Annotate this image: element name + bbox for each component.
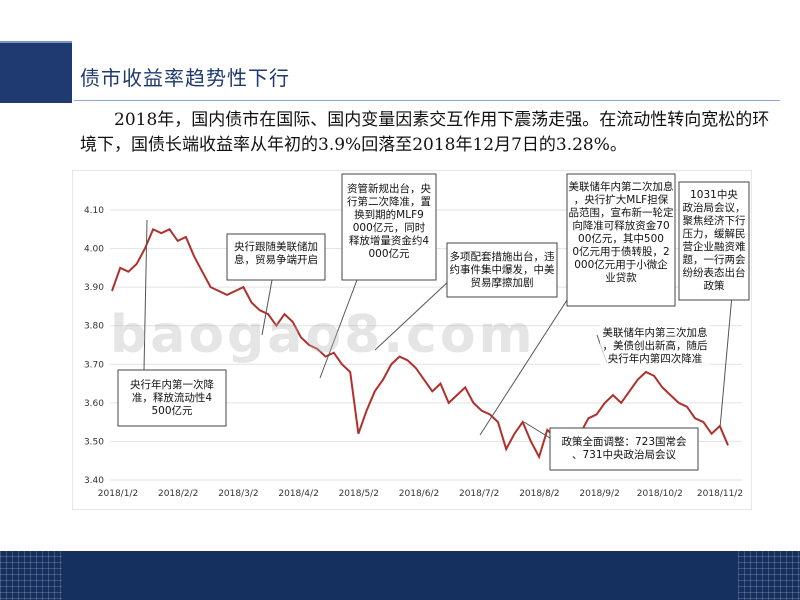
x-tick-label: 2018/11/2	[697, 489, 743, 499]
y-tick-label: 3.50	[84, 437, 104, 447]
y-tick-label: 3.80	[84, 322, 104, 332]
annotation-5: 美联储年内第二次加息，央行扩大MLF担保品范围，宣布新一轮定向降准可释放资金70…	[566, 173, 676, 307]
yield-line-chart: 4.10 4.00 3.90 3.80 3.70 3.60 3.50 3.40 2018/1/…	[72, 170, 752, 510]
annotation-8: 政策全面调整：723国常会、731中央政治局会议	[549, 427, 699, 471]
y-tick-label: 4.10	[84, 206, 104, 216]
svg-text:1031中央政治局会议，聚焦经济下行压力，缓解民营企业融资难: 1031中央政治局会议，聚焦经济下行压力，缓解民营企业融资难题，一行两会纷纷表态…	[683, 188, 746, 292]
x-tick-label: 2018/2/2	[158, 489, 198, 499]
x-tick-label: 2018/3/2	[218, 489, 258, 499]
y-tick-label: 3.90	[84, 283, 104, 293]
slide-description: 2018年，国内债市在国际、国内变量因素交互作用下震荡走强。在流动性转向宽松的环…	[80, 110, 770, 155]
annotation-leaders	[143, 219, 733, 439]
x-tick-label: 2018/6/2	[399, 489, 439, 499]
y-tick-label: 3.60	[84, 399, 104, 409]
annotation-6: 1031中央政治局会议，聚焦经济下行压力，缓解民营企业融资难题，一行两会纷纷表态…	[678, 181, 750, 301]
x-tick-label: 2018/1/2	[98, 489, 138, 499]
svg-text:美联储年内第二次加息，央行扩大MLF担保品范围，宣布新一轮定: 美联储年内第二次加息，央行扩大MLF担保品范围，宣布新一轮定向降准可释放资金70…	[569, 180, 674, 284]
annotation-2: 央行跟随美联储加息，贸易争端开启	[226, 233, 326, 281]
yield-series-line	[111, 227, 729, 460]
x-tick-label: 2018/5/2	[339, 489, 379, 499]
x-tick-label: 2018/8/2	[519, 489, 559, 499]
footer-pattern-right	[738, 551, 800, 600]
y-tick-label: 3.40	[84, 476, 104, 486]
header-accent-block	[0, 41, 72, 103]
y-tick-label: 4.00	[84, 245, 104, 255]
svg-text:央行跟随美联储加息，贸易争端开启: 央行跟随美联储加息，贸易争端开启	[234, 240, 318, 266]
title-divider	[74, 100, 780, 101]
annotation-3: 资管新规出台，央行第二次降准，置换到期的MLF9 000亿元，同时释放增量资金约4…	[341, 173, 437, 281]
svg-text:美联储年内第三次加息，美债创出新高，随后央行年内第四次降准: 美联储年内第三次加息，美债创出新高，随后央行年内第四次降准	[603, 326, 708, 365]
slide-title: 债市收益率趋势性下行	[80, 66, 290, 90]
footer-bar	[0, 551, 800, 600]
x-tick-label: 2018/4/2	[278, 489, 318, 499]
watermark-text: baogao8.com	[110, 305, 536, 365]
annotation-1: 央行年内第一次降准，释放流动性4 500亿元	[117, 369, 227, 427]
annotation-7: 美联储年内第三次加息，美债创出新高，随后央行年内第四次降准	[600, 322, 710, 366]
y-tick-label: 3.70	[84, 360, 104, 370]
x-tick-label: 2018/7/2	[459, 489, 499, 499]
svg-text:多项配套措施出台，违约事件集中爆发，中美贸易摩擦加剧: 多项配套措施出台，违约事件集中爆发，中美贸易摩擦加剧	[450, 250, 555, 289]
svg-text:政策全面调整：723国常会、731中央政治局会议: 政策全面调整：723国常会、731中央政治局会议	[561, 435, 687, 461]
x-tick-label: 2018/10/2	[637, 489, 683, 499]
footer-pattern-left	[0, 551, 62, 600]
annotation-4: 多项配套措施出台，违约事件集中爆发，中美贸易摩擦加剧	[446, 242, 558, 298]
x-tick-label: 2018/9/2	[579, 489, 619, 499]
